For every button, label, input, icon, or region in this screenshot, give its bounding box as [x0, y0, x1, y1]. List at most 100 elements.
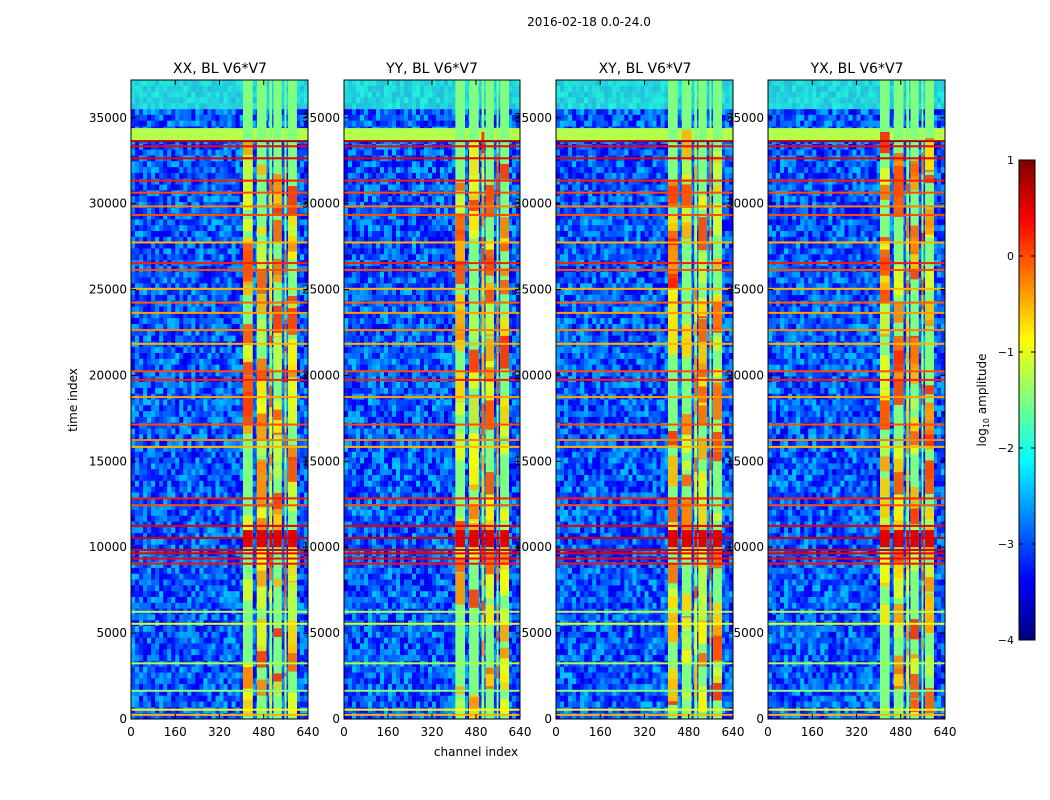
heatmap-cell: [143, 585, 147, 591]
heatmap-cell: [207, 574, 211, 580]
heatmap-cell: [228, 585, 232, 591]
heatmap-cell: [135, 173, 139, 179]
heatmap-cell: [135, 440, 139, 446]
channel-band-segment: [243, 219, 253, 231]
heatmap-cell: [171, 626, 175, 632]
heatmap-cell: [228, 516, 232, 522]
heatmap-cell: [163, 295, 167, 301]
heatmap-cell: [175, 196, 179, 202]
heatmap-cell: [179, 115, 183, 121]
heatmap-cell: [131, 365, 135, 371]
heatmap-cell: [211, 173, 215, 179]
heatmap-cell: [203, 167, 207, 173]
heatmap-cell: [203, 696, 207, 702]
heatmap-cell: [215, 196, 219, 202]
heatmap-cell: [143, 626, 147, 632]
heatmap-cell: [183, 585, 187, 591]
heatmap-cell: [228, 173, 232, 179]
heatmap-cell: [135, 429, 139, 435]
heatmap-cell: [151, 231, 155, 237]
heatmap-cell: [135, 417, 139, 423]
heatmap-cell: [199, 591, 203, 597]
heatmap-cell: [143, 458, 147, 464]
heatmap-cell: [171, 365, 175, 371]
heatmap-cell: [199, 109, 203, 115]
heatmap-cell: [163, 487, 167, 493]
heatmap-cell: [236, 452, 240, 458]
heatmap-cell: [228, 254, 232, 260]
heatmap-cell: [211, 254, 215, 260]
heatmap-cell: [203, 667, 207, 673]
heatmap-cell: [300, 231, 304, 237]
heatmap-cell: [183, 185, 187, 191]
heatmap-cell: [163, 347, 167, 353]
heatmap-cell: [139, 463, 143, 469]
heatmap-cell: [215, 353, 219, 359]
heatmap-cell: [220, 568, 224, 574]
heatmap-cell: [171, 336, 175, 342]
heatmap-cell: [199, 539, 203, 545]
heatmap-cell: [232, 289, 236, 295]
heatmap-cell: [175, 603, 179, 609]
heatmap-cell: [236, 614, 240, 620]
heatmap-cell: [232, 696, 236, 702]
heatmap-cell: [228, 307, 232, 313]
heatmap-cell: [167, 196, 171, 202]
heatmap-cell: [300, 626, 304, 632]
heatmap-cell: [228, 272, 232, 278]
heatmap-cell: [224, 475, 228, 481]
heatmap-cell: [171, 405, 175, 411]
heatmap-cell: [195, 655, 199, 661]
heatmap-cell: [215, 458, 219, 464]
heatmap-cell: [191, 231, 195, 237]
heatmap-cell: [159, 684, 163, 690]
heatmap-cell: [183, 649, 187, 655]
heatmap-cell: [300, 173, 304, 179]
heatmap-cell: [139, 469, 143, 475]
heatmap-cell: [203, 121, 207, 127]
heatmap-cell: [183, 487, 187, 493]
heatmap-cell: [155, 684, 159, 690]
heatmap-cell: [211, 185, 215, 191]
heatmap-cell: [215, 278, 219, 284]
heatmap-cell: [139, 289, 143, 295]
heatmap-cell: [224, 353, 228, 359]
heatmap-cell: [175, 516, 179, 522]
heatmap-cell: [143, 649, 147, 655]
heatmap-cell: [175, 405, 179, 411]
heatmap-cell: [203, 585, 207, 591]
heatmap-cell: [167, 173, 171, 179]
heatmap-cell: [203, 208, 207, 214]
heatmap-cell: [135, 597, 139, 603]
heatmap-cell: [167, 429, 171, 435]
heatmap-cell: [211, 452, 215, 458]
heatmap-cell: [151, 678, 155, 684]
heatmap-cell: [187, 272, 191, 278]
heatmap-cell: [179, 289, 183, 295]
heatmap-cell: [203, 266, 207, 272]
heatmap-cell: [211, 278, 215, 284]
heatmap-cell: [151, 527, 155, 533]
heatmap-cell: [175, 219, 179, 225]
heatmap-cell: [300, 678, 304, 684]
heatmap-cell: [179, 527, 183, 533]
heatmap-cell: [191, 696, 195, 702]
heatmap-cell: [167, 696, 171, 702]
heatmap-cell: [183, 289, 187, 295]
heatmap-cell: [228, 388, 232, 394]
heatmap-cell: [224, 632, 228, 638]
heatmap-cell: [147, 388, 151, 394]
heatmap-cell: [224, 150, 228, 156]
heatmap-cell: [175, 109, 179, 115]
heatmap-cell: [159, 353, 163, 359]
heatmap-cell: [195, 632, 199, 638]
channel-band-segment: [284, 650, 286, 673]
heatmap-cell: [175, 167, 179, 173]
heatmap-cell: [232, 527, 236, 533]
heatmap-cell: [139, 272, 143, 278]
heatmap-cell: [163, 248, 167, 254]
heatmap-cell: [191, 452, 195, 458]
heatmap-cell: [171, 539, 175, 545]
heatmap-cell: [232, 161, 236, 167]
heatmap-cell: [207, 185, 211, 191]
